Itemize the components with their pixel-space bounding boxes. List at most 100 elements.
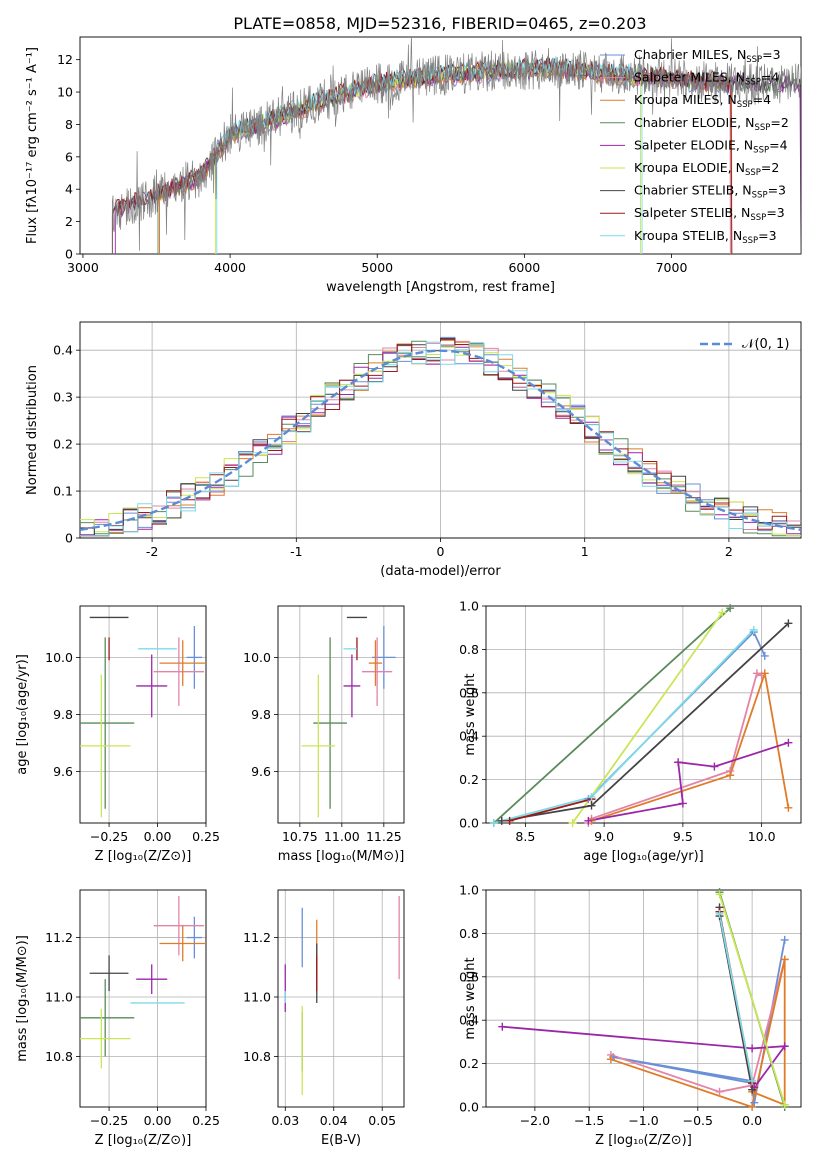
panel-mass_vs_Z: −0.25 0.00 0.25 10.8 11.0 11.2 Z [log₁₀(Z/Z⊙)]…: [15, 889, 220, 1148]
x-tick-label: 5000: [361, 260, 393, 275]
y-tick-label: 10.8: [45, 1049, 73, 1064]
x-tick-label: 11.00: [324, 829, 360, 844]
y-tick-label: 0.6: [459, 969, 479, 984]
legend-entry: Chabrier ELODIE, NSSP=2: [634, 115, 789, 133]
x-axis-label: Z [log₁₀(Z/Z⊙)]: [595, 1133, 692, 1148]
y-axis-label: Normed distribution: [25, 365, 40, 495]
mass-weight-marker: [780, 1100, 789, 1109]
legend-count: =4: [753, 92, 771, 107]
legend-entry: Kroupa ELODIE, NSSP=2: [634, 160, 779, 178]
y-tick-label: 1.0: [459, 883, 479, 898]
x-tick-label: 3000: [67, 260, 99, 275]
legend-subscript: SSP: [752, 191, 768, 201]
x-tick-label: −0.5: [683, 1113, 713, 1128]
legend-entry: Kroupa STELIB, NSSP=3: [634, 228, 777, 246]
legend-entry: Salpeter MILES, NSSP=4: [634, 70, 779, 88]
legend-subscript: SSP: [742, 236, 758, 246]
legend-entry: Chabrier STELIB, NSSP=3: [634, 183, 786, 201]
x-tick-label: 6000: [508, 260, 540, 275]
legend-count: =4: [761, 70, 779, 85]
mass-weight-series-line: [718, 894, 786, 1106]
y-axis-label: mass weight: [463, 957, 478, 1039]
axes-frame: [277, 605, 405, 824]
axes-frame: [79, 321, 802, 539]
spectrum-legend: Chabrier MILES, NSSP=3 Salpeter MILES, NS…: [600, 47, 789, 246]
model-spectrum-line: [214, 59, 642, 254]
plot-area: [80, 895, 206, 1069]
y-axis-label: Flux [fλ10⁻¹⁷ erg cm⁻² s⁻¹ A⁻¹]: [25, 47, 40, 244]
y-tick-label: 10.8: [243, 1049, 271, 1064]
x-tick-label: 0.25: [192, 1113, 220, 1128]
y-tick-label: 10: [57, 85, 73, 100]
mass-weight-marker: [760, 651, 769, 660]
y-tick-label: 0.2: [459, 1056, 479, 1071]
y-tick-label: 6: [65, 149, 73, 164]
plot-area: [284, 895, 400, 1096]
mass-weight-marker: [489, 819, 498, 827]
mass-weight-marker: [748, 1076, 757, 1085]
x-tick-label: 10.75: [282, 829, 318, 844]
y-tick-label: 11.0: [45, 990, 73, 1005]
y-axis-label: mass [log₁₀(M/M⊙)]: [15, 935, 30, 1062]
mass-weight-series-line: [591, 673, 790, 822]
y-tick-label: 0.8: [459, 642, 479, 657]
y-tick-label: 8: [65, 117, 73, 132]
x-tick-label: 11.25: [366, 829, 402, 844]
x-tick-label: 10.0: [748, 829, 776, 844]
gaussian-legend-label: 𝒩(0, 1): [742, 337, 789, 352]
mass-weight-marker: [568, 819, 577, 827]
x-tick-label: 8.5: [515, 829, 535, 844]
x-axis-label: E(B-V): [321, 1133, 361, 1148]
y-tick-label: 1.0: [459, 599, 479, 614]
y-tick-label: 4: [65, 182, 73, 197]
mass-weight-marker: [715, 1087, 724, 1096]
mass-weight-marker: [748, 1044, 757, 1053]
y-tick-label: 0.0: [459, 816, 479, 831]
x-axis-label: Z [log₁₀(Z/Z⊙)]: [95, 1133, 192, 1148]
mass-weight-series-line: [610, 959, 786, 1093]
plot-area: [493, 607, 790, 823]
mass-weight-series-line: [591, 672, 762, 820]
legend-subscript: SSP: [754, 123, 770, 133]
mass-weight-marker: [784, 619, 793, 628]
plot-area: [111, 37, 801, 254]
legend-count: =3: [768, 183, 786, 198]
y-tick-label: 2: [65, 214, 73, 229]
legend-count: =3: [758, 228, 776, 243]
legend-count: =2: [770, 115, 788, 130]
x-axis-label: (data-model)/error: [380, 564, 501, 579]
mass-weight-marker: [780, 955, 789, 964]
y-tick-label: 9.8: [53, 707, 73, 722]
mass-weight-marker: [715, 890, 724, 899]
plot-area: [80, 616, 206, 818]
panel-mass_vs_ebv: 0.03 0.04 0.05 10.8 11.0 11.2 E(B-V): [243, 889, 405, 1148]
x-tick-label: 9.0: [594, 829, 614, 844]
legend-count: =3: [766, 205, 784, 220]
y-tick-label: 9.6: [251, 764, 271, 779]
axes-frame: [79, 605, 207, 824]
legend-subscript: SSP: [745, 168, 761, 178]
mass-weight-marker: [726, 604, 735, 613]
x-tick-label: 0.05: [368, 1113, 396, 1128]
y-tick-label: 0.4: [53, 343, 73, 358]
x-axis-label: age [log₁₀(age/yr)]: [583, 849, 704, 864]
mass-weight-marker: [587, 792, 596, 801]
model-spectrum-line: [111, 57, 733, 254]
panel-weight_vs_age: 8.5 9.0 9.5 10.0 0.0 0.2 0.4 0.6 0.8 1.0 age [log₁…: [459, 599, 802, 864]
x-tick-label: −0.25: [90, 1113, 128, 1128]
y-tick-label: 0.1: [53, 484, 73, 499]
mass-weight-marker: [710, 762, 719, 771]
mass-weight-series-line: [502, 1025, 787, 1089]
x-tick-label: 4000: [214, 260, 246, 275]
mass-weight-marker: [760, 669, 769, 678]
x-tick-label: 1: [581, 544, 589, 559]
mass-weight-series-line: [493, 607, 731, 823]
mass-weight-marker: [497, 816, 506, 825]
legend-count: =4: [769, 137, 787, 152]
mass-weight-series-line: [493, 629, 755, 823]
y-tick-label: 0.6: [459, 685, 479, 700]
panel-age_vs_mass: 10.75 11.00 11.25 9.6 9.8 10.0 mass [log₁₀(M/M…: [243, 605, 405, 864]
axes-frame: [485, 889, 802, 1108]
y-tick-label: 0.0: [459, 1100, 479, 1115]
mass-weight-marker: [678, 799, 687, 808]
